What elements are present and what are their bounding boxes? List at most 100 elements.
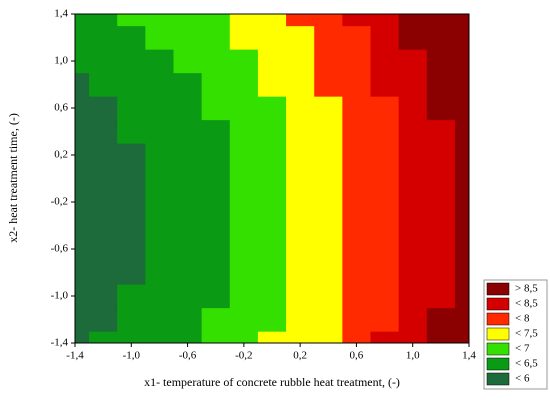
contour-cell bbox=[229, 72, 259, 97]
contour-cell bbox=[398, 143, 428, 168]
contour-cell bbox=[314, 25, 343, 50]
contour-cell bbox=[229, 284, 259, 309]
contour-cell bbox=[286, 237, 315, 262]
contour-cell bbox=[117, 307, 146, 332]
contour-cell bbox=[454, 25, 470, 50]
y-tick-label: -0,2 bbox=[51, 196, 68, 208]
contour-cell bbox=[286, 284, 315, 309]
contour-cell bbox=[370, 49, 400, 74]
contour-cell bbox=[145, 25, 174, 50]
contour-cell bbox=[89, 331, 118, 344]
contour-cell bbox=[398, 14, 428, 27]
contour-cell bbox=[89, 260, 118, 285]
contour-cell bbox=[398, 284, 428, 309]
legend-swatch bbox=[486, 282, 510, 296]
contour-cell bbox=[286, 119, 315, 144]
contour-cell bbox=[201, 331, 231, 344]
contour-cell bbox=[257, 25, 287, 50]
contour-cell bbox=[314, 96, 343, 121]
legend-swatch bbox=[486, 312, 510, 326]
contour-cell bbox=[75, 119, 90, 144]
contour-cell bbox=[426, 307, 456, 332]
contour-cell bbox=[454, 96, 470, 121]
contour-cell bbox=[173, 72, 203, 97]
contour-cell bbox=[257, 284, 287, 309]
contour-cell bbox=[454, 213, 470, 238]
legend-label: < 6,5 bbox=[515, 358, 538, 370]
x-tick-label: -1,0 bbox=[123, 350, 141, 362]
contour-cell bbox=[426, 213, 456, 238]
contour-cell bbox=[454, 143, 470, 168]
contour-cell bbox=[117, 119, 146, 144]
contour-cell bbox=[454, 307, 470, 332]
contour-cell bbox=[257, 143, 287, 168]
contour-cell bbox=[426, 49, 456, 74]
contour-cell bbox=[173, 25, 203, 50]
contour-cell bbox=[426, 14, 456, 27]
contour-cell bbox=[117, 284, 146, 309]
legend-label: < 7 bbox=[515, 343, 530, 355]
contour-cell bbox=[229, 237, 259, 262]
contour-cell bbox=[201, 260, 231, 285]
contour-cell bbox=[286, 143, 315, 168]
contour-cell bbox=[89, 96, 118, 121]
contour-cell bbox=[257, 119, 287, 144]
contour-cell bbox=[173, 213, 203, 238]
contour-cell bbox=[342, 49, 371, 74]
contour-cell bbox=[314, 119, 343, 144]
contour-cell bbox=[370, 307, 400, 332]
x-tick-label: 0,6 bbox=[350, 350, 364, 362]
contour-cell bbox=[370, 72, 400, 97]
contour-cell bbox=[201, 96, 231, 121]
contour-cell bbox=[89, 237, 118, 262]
contour-cell bbox=[286, 190, 315, 215]
contour-cell bbox=[117, 331, 146, 344]
contour-cell bbox=[117, 260, 146, 285]
x-axis-label: x1- temperature of concrete rubble heat … bbox=[144, 375, 400, 389]
contour-cell bbox=[342, 237, 371, 262]
contour-cell bbox=[229, 166, 259, 191]
contour-cell bbox=[173, 14, 203, 27]
contour-cell bbox=[229, 143, 259, 168]
contour-cell bbox=[342, 25, 371, 50]
contour-cell bbox=[286, 331, 315, 344]
contour-cell bbox=[342, 331, 371, 344]
contour-cell bbox=[75, 72, 90, 97]
contour-cell bbox=[398, 166, 428, 191]
contour-cell bbox=[426, 284, 456, 309]
contour-cell bbox=[398, 307, 428, 332]
y-tick-label: 0,6 bbox=[54, 102, 68, 114]
contour-cell bbox=[314, 166, 343, 191]
x-tick-label: 1,0 bbox=[406, 350, 420, 362]
contour-cell bbox=[286, 166, 315, 191]
contour-cell bbox=[75, 190, 90, 215]
x-tick-label: -1,4 bbox=[66, 350, 84, 362]
contour-cell bbox=[145, 284, 174, 309]
contour-cell bbox=[257, 72, 287, 97]
contour-cell bbox=[454, 331, 470, 344]
contour-cell bbox=[314, 260, 343, 285]
contour-cell bbox=[398, 190, 428, 215]
y-tick-label: 1,0 bbox=[54, 55, 68, 67]
contour-cell bbox=[426, 143, 456, 168]
contour-cell bbox=[370, 96, 400, 121]
legend-swatch bbox=[486, 327, 510, 341]
contour-cell bbox=[342, 96, 371, 121]
contour-cell bbox=[145, 213, 174, 238]
contour-cell bbox=[257, 14, 287, 27]
contour-cell bbox=[89, 284, 118, 309]
contour-cell bbox=[173, 260, 203, 285]
contour-cell bbox=[117, 190, 146, 215]
contour-cell bbox=[145, 143, 174, 168]
contour-cell bbox=[314, 49, 343, 74]
contour-cell bbox=[173, 331, 203, 344]
y-axis-label: x2- heat treatment time, (-) bbox=[6, 113, 20, 243]
contour-cell bbox=[201, 49, 231, 74]
contour-cell bbox=[173, 307, 203, 332]
contour-cell bbox=[229, 331, 259, 344]
contour-cell bbox=[201, 14, 231, 27]
contour-cell bbox=[173, 119, 203, 144]
legend-swatch bbox=[486, 372, 510, 386]
contour-cell bbox=[342, 143, 371, 168]
